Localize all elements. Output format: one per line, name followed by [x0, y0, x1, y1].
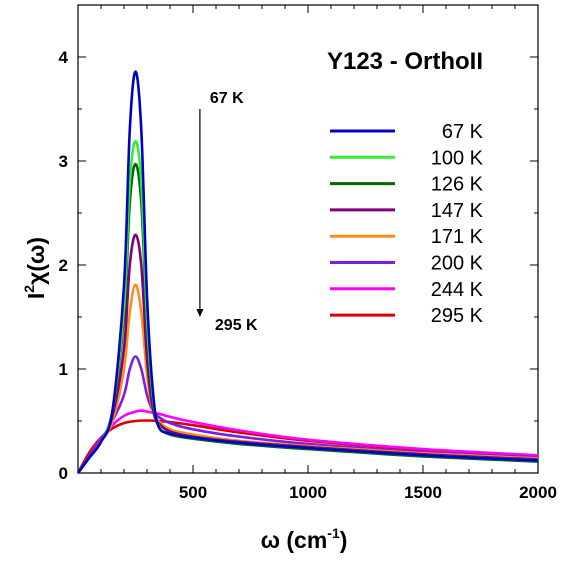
x-axis-label: ω (cm-1) [261, 525, 348, 553]
x-axis-label-main: ω (cm [261, 527, 328, 553]
arrow-top-label: 67 K [210, 90, 244, 107]
tick-layer: 500 1000 1500 2000 0 1 2 3 4 [59, 5, 557, 502]
legend-item: 100 K [330, 147, 484, 169]
legend-item: 244 K [330, 279, 484, 301]
chart-title: Y123 - OrthoII [327, 48, 483, 75]
x-tick-label: 1000 [289, 483, 327, 502]
series-line-67-k [76, 70, 539, 474]
y-axis-label-rest: χ(ω) [23, 237, 49, 285]
legend-label: 244 K [431, 279, 484, 301]
legend-label: 67 K [442, 121, 484, 143]
legend-label: 126 K [431, 174, 484, 196]
x-tick-label: 1500 [404, 483, 442, 502]
x-tick-label: 2000 [519, 483, 557, 502]
y-tick-label: 3 [59, 152, 68, 171]
legend-label: 200 K [431, 253, 484, 275]
y-tick-label: 2 [59, 256, 68, 275]
legend-label: 171 K [431, 226, 484, 248]
legend-item: 147 K [330, 200, 484, 222]
arrow-bottom-label: 295 K [215, 317, 258, 334]
temperature-arrow-annotation: 67 K 295 K [196, 90, 258, 334]
y-tick-label: 0 [59, 464, 68, 483]
legend-item: 126 K [330, 174, 484, 196]
legend-item: 171 K [330, 226, 484, 248]
legend-label: 295 K [431, 305, 484, 327]
arrow-head [196, 309, 204, 317]
series-layer [76, 70, 539, 474]
legend-item: 67 K [330, 121, 484, 143]
y-axis-label: I2χ(ω) [21, 237, 49, 299]
legend-item: 295 K [330, 305, 484, 327]
y-tick-label: 4 [59, 48, 69, 67]
legend-label: 100 K [431, 147, 484, 169]
y-axis-label-main: I [23, 293, 49, 299]
y-tick-label: 1 [59, 360, 68, 379]
x-axis-label-sup: -1 [327, 525, 340, 541]
legend-item: 200 K [330, 253, 484, 275]
x-tick-label: 500 [179, 483, 207, 502]
x-axis-label-close: ) [340, 527, 348, 553]
legend: 67 K 100 K 126 K 147 K 171 K 200 K 244 K 295 K [330, 121, 484, 327]
legend-label: 147 K [431, 200, 484, 222]
y-axis-label-sup: 2 [21, 285, 37, 293]
